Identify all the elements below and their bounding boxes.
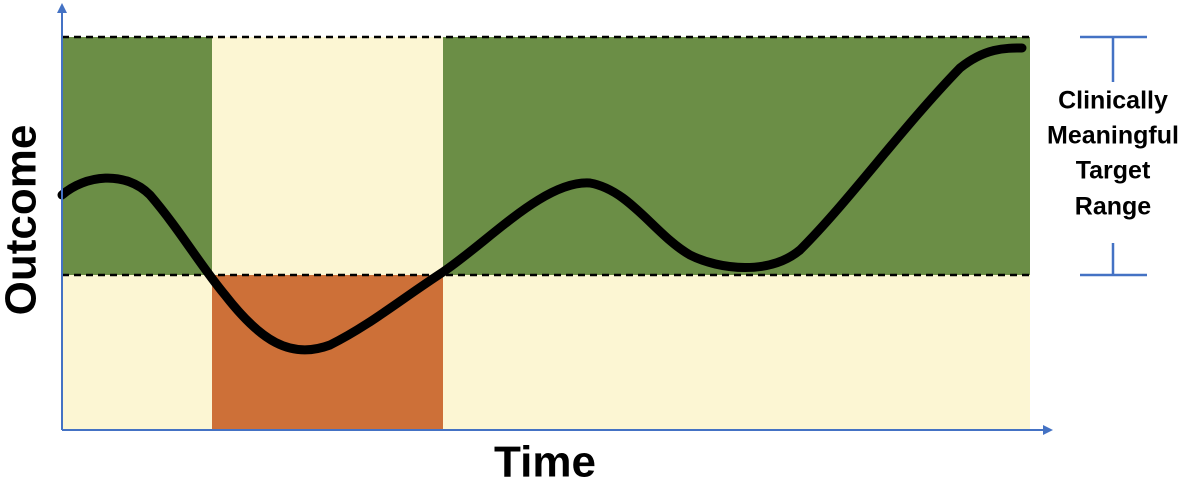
outcome-curve [57,43,1027,355]
x-axis-label: Time [494,438,596,487]
y-axis-label: Outcome [0,125,46,316]
range-label: Range [1075,193,1152,221]
off-target-region [212,37,443,275]
off-target-region [62,275,212,430]
target-region [62,37,212,275]
range-label: Target [1076,157,1151,185]
range-label: Meaningful [1047,122,1179,150]
range-label: Clinically [1058,87,1168,115]
off-target-region [443,275,1030,430]
range-bracket [1080,35,1147,277]
target-region [443,37,1030,275]
